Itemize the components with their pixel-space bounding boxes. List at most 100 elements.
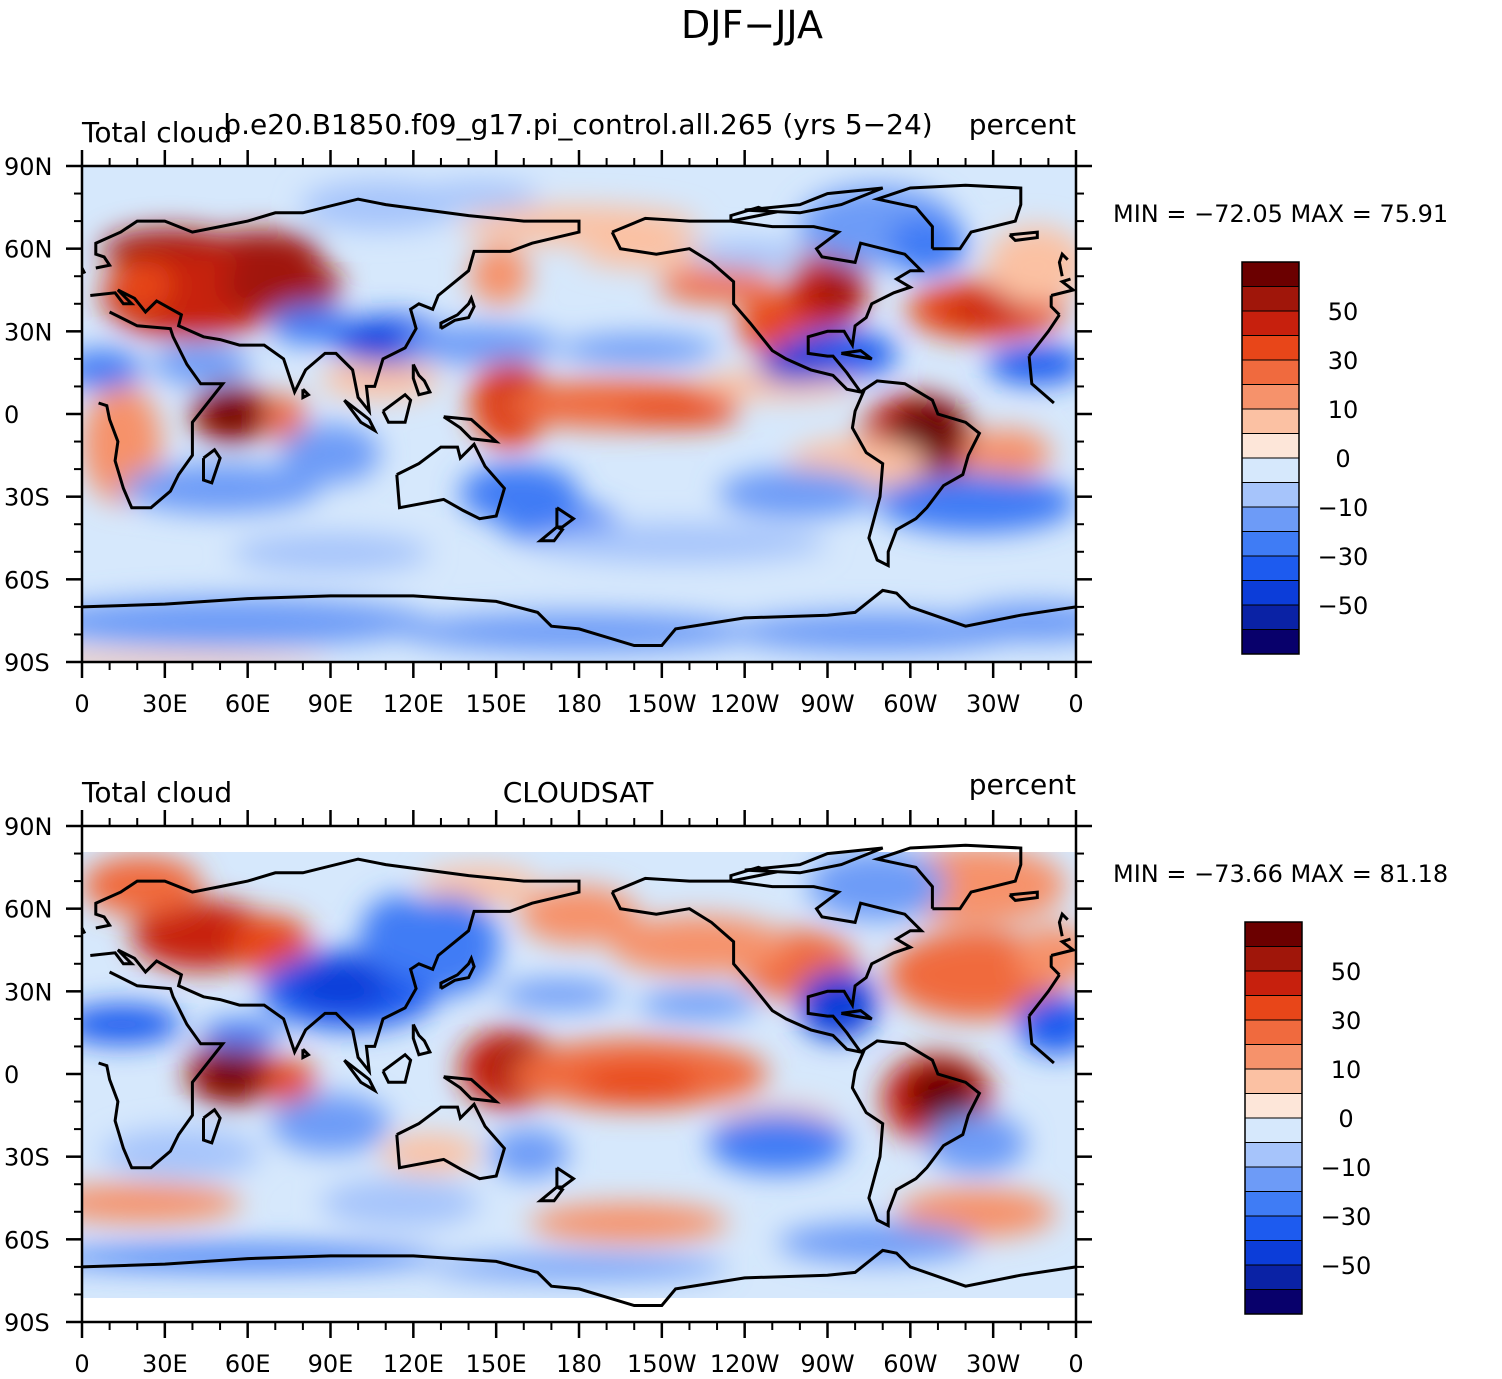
lat-tick-label: 60N <box>4 896 53 924</box>
coastline-eurasia <box>1049 295 1061 316</box>
colorbar-swatch <box>1244 1264 1303 1290</box>
positive-anomaly <box>82 654 331 662</box>
coastline-japan <box>439 294 476 330</box>
lon-tick-label: 120E <box>383 1350 444 1378</box>
colorbar-swatch <box>1241 384 1300 410</box>
coastline-sumatra <box>343 399 379 435</box>
coastline-nz <box>555 1166 577 1189</box>
positive-anomaly <box>206 396 256 432</box>
positive-anomaly <box>815 268 860 312</box>
lon-tick-label: 0 <box>74 690 89 718</box>
lat-tick-label: 0 <box>4 1061 19 1089</box>
lon-tick-label: 0 <box>1068 1350 1083 1378</box>
coastline-eurasia <box>1049 955 1061 976</box>
lon-tick-label: 60W <box>883 1350 937 1378</box>
negative-anomaly <box>82 1004 182 1045</box>
coastline-newguinea <box>442 1075 501 1104</box>
coastline-philippines <box>411 363 433 397</box>
colorbar-swatch <box>1241 482 1300 508</box>
positive-anomaly <box>1016 925 1076 985</box>
positive-anomaly <box>961 428 1052 479</box>
coastline-arctic1 <box>744 846 884 875</box>
colorbar-swatch <box>1244 1044 1303 1070</box>
negative-anomaly <box>638 989 758 1020</box>
colorbar-swatch <box>1244 1191 1303 1217</box>
negative-anomaly <box>419 180 540 211</box>
coastline-southamerica <box>850 379 982 569</box>
colorbar-swatch <box>1241 580 1300 606</box>
coastline-africa <box>1027 355 1055 405</box>
coastline-madagascar <box>202 447 222 485</box>
negative-anomaly <box>400 324 560 365</box>
coastline-eurasia <box>90 857 581 1077</box>
colorbar-swatch <box>1244 1068 1303 1094</box>
positive-anomaly <box>380 1133 480 1174</box>
colorbar-swatch <box>1244 1142 1303 1168</box>
negative-anomaly <box>360 895 440 975</box>
coastline-madagascar <box>202 1107 222 1145</box>
coastline-africa <box>98 970 226 1170</box>
positive-anomaly <box>579 1066 699 1102</box>
negative-anomaly <box>280 423 381 484</box>
lat-tick-label: 60S <box>4 1226 50 1254</box>
negative-anomaly <box>300 180 460 231</box>
min-max-readout: MIN = −72.05 MAX = 75.91 <box>1113 200 1448 228</box>
coastline-africa <box>1027 973 1061 1018</box>
coastline-northamerica <box>610 876 926 1055</box>
coastline-greatbritain <box>1057 251 1069 277</box>
negative-anomaly <box>499 979 619 1010</box>
coastline-borneo <box>381 1052 413 1084</box>
lon-tick-label: 90E <box>308 690 354 718</box>
lon-tick-label: 90E <box>308 1350 354 1378</box>
positive-anomaly <box>265 1059 316 1109</box>
lon-tick-label: 150W <box>627 1350 697 1378</box>
coastlines <box>80 843 1077 1307</box>
positive-anomaly <box>519 885 639 946</box>
negative-anomaly <box>797 969 878 1040</box>
coastline-philippines <box>411 1023 433 1057</box>
negative-anomaly <box>231 533 430 573</box>
negative-anomaly <box>926 1113 1027 1174</box>
negative-anomaly <box>887 215 967 276</box>
colorbar-swatch <box>1241 310 1300 336</box>
coastline-borneo <box>381 392 413 424</box>
colorbar-swatch <box>1244 1019 1303 1045</box>
coastline-northamerica <box>610 216 926 395</box>
negative-anomaly <box>807 852 947 921</box>
positive-anomaly <box>941 294 1032 325</box>
coastline-greenland <box>871 183 1023 251</box>
coastline-africa <box>1027 313 1061 358</box>
coastline-nz2 <box>536 525 565 543</box>
positive-anomaly <box>986 225 1076 305</box>
negative-anomaly <box>270 1093 391 1154</box>
lat-tick-label: 90N <box>4 813 53 841</box>
colorbar-swatch <box>1241 531 1300 557</box>
negative-anomaly <box>489 1128 570 1179</box>
colorbar-label: 10 <box>1328 396 1359 424</box>
colorbar-label: 10 <box>1331 1056 1362 1084</box>
positive-anomaly <box>658 267 778 303</box>
lon-axis: 0 30E 60E 90E 120E 150E 180 150W 120W 90W 60W 30W 0 <box>74 810 1084 1378</box>
colorbar-swatch <box>1244 970 1303 996</box>
negative-anomaly <box>82 597 430 648</box>
lon-tick-label: 120W <box>710 690 780 718</box>
negative-anomaly <box>529 523 828 563</box>
coastline-arctic2 <box>729 865 778 883</box>
colorbar-label: −10 <box>1318 494 1369 522</box>
figure-title: DJF−JJA <box>681 3 823 47</box>
lon-tick-label: 0 <box>74 1350 89 1378</box>
colorbar-swatch <box>1244 946 1303 972</box>
negative-anomaly <box>290 959 391 1010</box>
coastline-australia <box>395 441 507 521</box>
colorbar-swatch <box>1241 335 1300 361</box>
min-max-readout: MIN = −73.66 MAX = 81.18 <box>1113 860 1448 888</box>
negative-anomaly <box>82 349 142 390</box>
panel-center-label: CLOUDSAT <box>503 776 655 809</box>
colorbar-swatch <box>1244 1093 1303 1119</box>
coastline-srilanka <box>301 1048 311 1060</box>
coastline-cuba <box>841 349 873 361</box>
colorbar-swatch <box>1244 1240 1303 1266</box>
coastline-southamerica <box>850 1039 982 1229</box>
negative-anomaly <box>429 1255 729 1280</box>
colorbar-swatch <box>1241 506 1300 532</box>
